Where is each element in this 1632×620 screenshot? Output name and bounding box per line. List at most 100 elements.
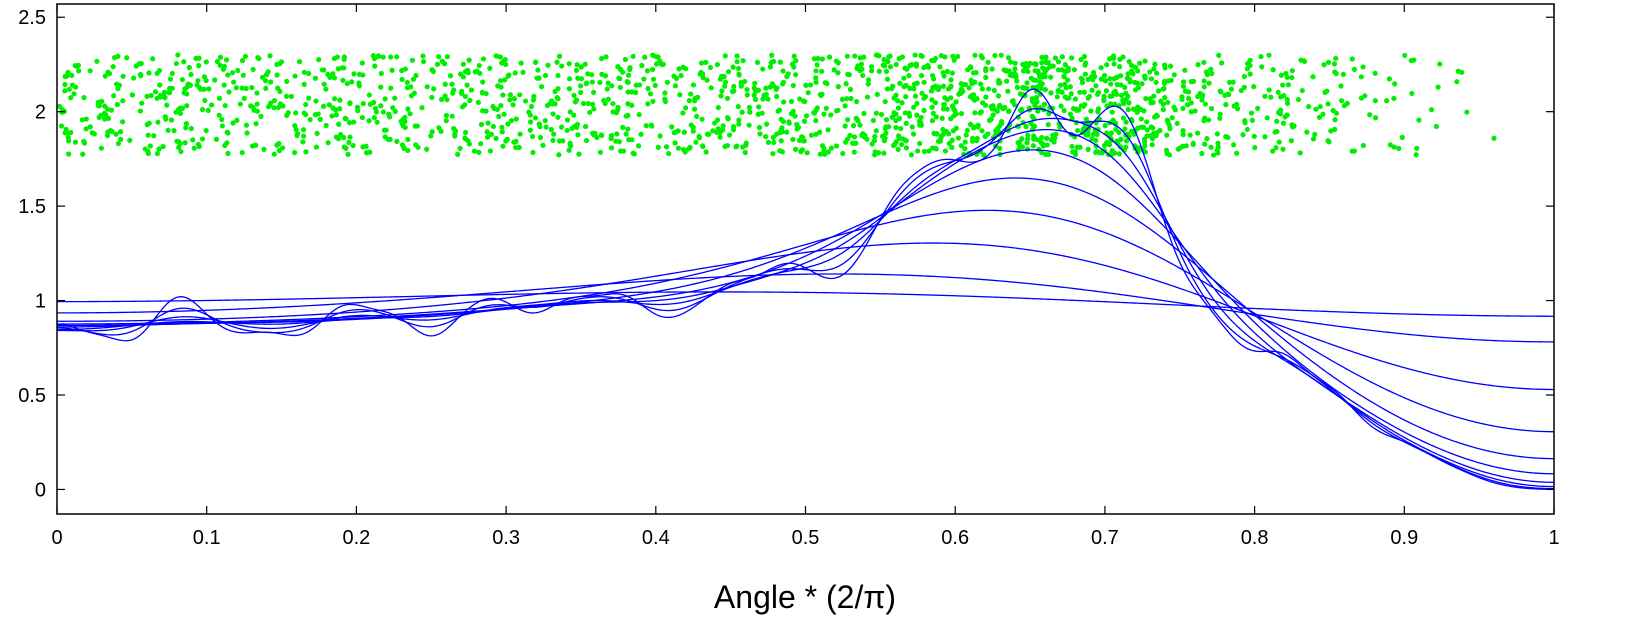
scatter-point <box>301 110 307 116</box>
scatter-point <box>120 73 126 79</box>
scatter-point <box>981 152 987 158</box>
scatter-point <box>666 151 672 157</box>
scatter-point <box>777 59 783 65</box>
scatter-point <box>1217 111 1223 117</box>
scatter-point <box>1107 56 1113 62</box>
scatter-point <box>154 151 161 157</box>
scatter-point <box>631 151 637 157</box>
scatter-point <box>991 87 997 94</box>
scatter-point <box>795 124 802 131</box>
scatter-point <box>642 54 648 60</box>
scatter-point <box>1280 82 1286 88</box>
scatter-point <box>1117 144 1124 150</box>
scatter-point <box>578 64 584 70</box>
scatter-point <box>1231 142 1237 148</box>
scatter-point <box>598 56 605 62</box>
scatter-point <box>808 132 815 138</box>
scatter-point <box>775 108 781 114</box>
scatter-point <box>1141 136 1148 142</box>
scatter-point <box>1040 65 1046 71</box>
scatter-point <box>718 93 724 99</box>
scatter-point <box>183 121 190 127</box>
scatter-point <box>774 131 780 137</box>
scatter-point <box>688 91 694 97</box>
scatter-point <box>1165 78 1171 84</box>
scatter-point <box>148 92 154 99</box>
scatter-point <box>635 143 642 149</box>
scatter-point <box>271 151 277 157</box>
scatter-point <box>725 69 732 75</box>
scatter-point <box>968 64 974 71</box>
scatter-point <box>977 110 983 116</box>
scatter-point <box>83 126 89 132</box>
scatter-point <box>124 55 130 61</box>
scatter-point <box>817 92 823 98</box>
scatter-point <box>167 76 174 82</box>
scatter-point <box>1022 93 1028 99</box>
scatter-point <box>1089 136 1095 142</box>
scatter-point <box>405 136 411 143</box>
scatter-point <box>613 138 619 144</box>
scatter-point <box>815 55 821 62</box>
scatter-point <box>150 56 156 62</box>
scatter-point <box>765 139 772 145</box>
scatter-point <box>700 75 706 81</box>
scatter-point <box>1051 139 1057 145</box>
scatter-point <box>216 112 222 118</box>
scatter-point <box>584 80 590 86</box>
scatter-point <box>756 124 763 131</box>
scatter-point <box>918 52 924 59</box>
scatter-point <box>938 133 945 139</box>
scatter-point <box>840 150 846 157</box>
scatter-point <box>896 135 902 141</box>
scatter-point <box>778 116 784 122</box>
scatter-point <box>1351 148 1358 154</box>
scatter-point <box>72 139 79 145</box>
scatter-point <box>1150 125 1156 131</box>
scatter-point <box>897 80 903 86</box>
scatter-point <box>151 133 157 139</box>
scatter-point <box>1163 147 1170 153</box>
scatter-point <box>202 97 208 104</box>
scatter-point <box>931 130 937 136</box>
scatter-point <box>870 117 876 123</box>
scatter-point <box>292 123 298 129</box>
scatter-point <box>1208 105 1215 112</box>
scatter-point <box>629 89 635 95</box>
scatter-point <box>1082 71 1088 77</box>
scatter-point <box>388 54 394 60</box>
scatter-point <box>1116 151 1122 157</box>
scatter-point <box>850 123 857 129</box>
scatter-point <box>683 105 689 111</box>
scatter-point <box>802 98 808 105</box>
scatter-point <box>724 115 731 121</box>
scatter-point <box>120 119 126 125</box>
scatter-point <box>147 143 153 149</box>
scatter-point <box>1241 84 1247 90</box>
scatter-point <box>378 103 384 109</box>
scatter-point <box>733 144 739 150</box>
scatter-point <box>793 146 799 152</box>
scatter-point <box>915 148 921 154</box>
scatter-point <box>1111 55 1117 61</box>
scatter-point <box>722 83 728 89</box>
scatter-point <box>869 68 875 74</box>
scatter-point <box>676 66 682 72</box>
scatter-point <box>1372 98 1378 104</box>
scatter-point <box>960 81 966 88</box>
scatter-point <box>664 79 670 85</box>
scatter-point <box>528 103 535 110</box>
scatter-point <box>605 96 611 102</box>
scatter-point <box>1244 126 1250 133</box>
scatter-point <box>785 71 791 77</box>
scatter-point <box>704 77 710 83</box>
scatter-point <box>1151 66 1157 72</box>
scatter-point <box>102 73 108 79</box>
scatter-point <box>1259 64 1265 70</box>
scatter-point <box>949 144 955 151</box>
scatter-point <box>1262 134 1268 140</box>
scatter-point <box>1062 62 1068 68</box>
scatter-point <box>263 72 270 78</box>
scatter-point <box>341 54 348 60</box>
scatter-point <box>1078 75 1084 81</box>
